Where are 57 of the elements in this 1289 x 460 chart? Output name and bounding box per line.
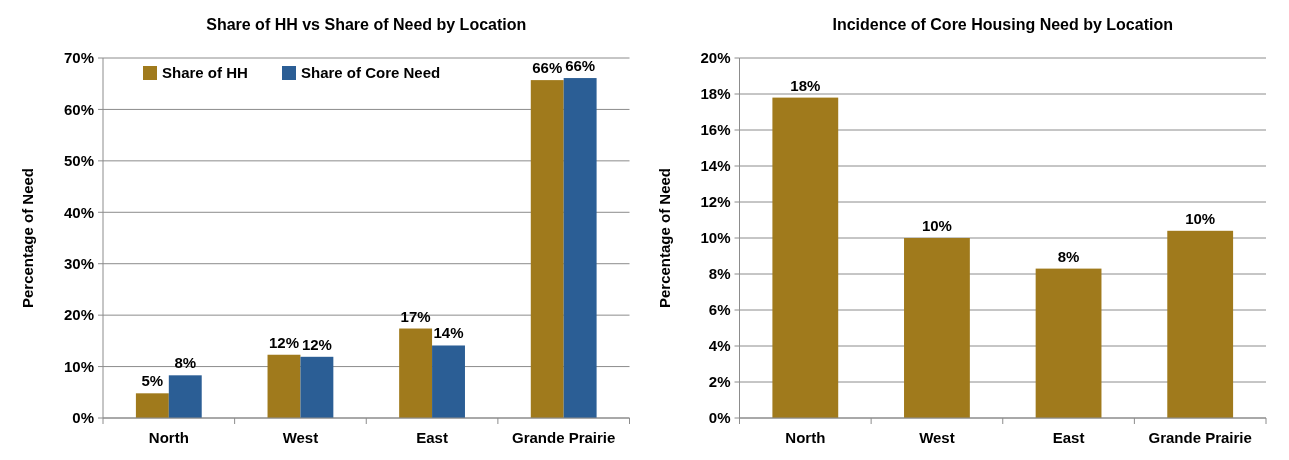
x-tick-label: West: [919, 429, 955, 446]
x-tick-label: East: [416, 429, 448, 446]
bar: [904, 238, 970, 418]
bar: [772, 97, 839, 418]
bar: [1035, 268, 1102, 418]
y-tick-label: 70%: [63, 49, 94, 67]
bar: [300, 356, 334, 418]
data-label: 18%: [790, 76, 821, 94]
y-tick-label: 50%: [63, 152, 94, 170]
y-tick-label: 20%: [700, 49, 731, 67]
bar: [1167, 230, 1234, 418]
x-tick-label: North: [148, 429, 189, 446]
y-tick-label: 20%: [63, 306, 94, 324]
bar: [135, 393, 169, 418]
bar: [563, 78, 597, 418]
bar: [530, 80, 564, 418]
y-tick-label: 40%: [63, 203, 94, 221]
data-label: 12%: [268, 333, 299, 351]
y-tick-label: 14%: [700, 157, 731, 175]
legend-label: Share of Core Need: [301, 64, 441, 81]
y-tick-label: 10%: [700, 229, 731, 247]
y-tick-label: 6%: [708, 301, 731, 319]
x-tick-label: Grande Prairie: [511, 429, 616, 446]
y-axis-title: Percentage of Need: [655, 167, 673, 309]
y-tick-label: 60%: [63, 100, 94, 118]
y-tick-label: 0%: [708, 409, 731, 427]
data-label: 10%: [921, 217, 952, 234]
data-label: 66%: [532, 59, 563, 77]
y-tick-label: 12%: [700, 193, 731, 211]
data-label: 5%: [141, 372, 164, 390]
data-label: 12%: [301, 335, 332, 353]
bar: [432, 345, 465, 418]
x-tick-label: West: [282, 429, 319, 446]
data-label: 17%: [400, 307, 431, 325]
chart-title: Incidence of Core Housing Need by Location: [832, 16, 1173, 33]
bar: [399, 328, 433, 418]
bar: [168, 375, 202, 418]
bar: [267, 354, 301, 418]
y-tick-label: 0%: [72, 409, 94, 427]
x-tick-label: Grande Prairie: [1148, 429, 1252, 446]
legend-label: Share of HH: [162, 64, 248, 81]
y-tick-label: 4%: [708, 337, 731, 355]
x-tick-label: North: [785, 429, 826, 446]
y-tick-label: 10%: [63, 357, 94, 375]
y-tick-label: 16%: [700, 121, 731, 139]
data-label: 14%: [433, 324, 464, 342]
y-tick-label: 8%: [708, 265, 731, 283]
y-tick-label: 30%: [63, 254, 94, 272]
data-label: 66%: [565, 57, 596, 75]
y-tick-label: 2%: [708, 373, 731, 391]
chart-title: Share of HH vs Share of Need by Location: [206, 16, 527, 33]
data-label: 10%: [1185, 209, 1216, 227]
data-label: 8%: [174, 354, 197, 372]
y-axis-title: Percentage of Need: [19, 167, 36, 309]
x-tick-label: East: [1052, 429, 1085, 446]
y-tick-label: 18%: [700, 85, 731, 103]
data-label: 8%: [1057, 247, 1080, 265]
